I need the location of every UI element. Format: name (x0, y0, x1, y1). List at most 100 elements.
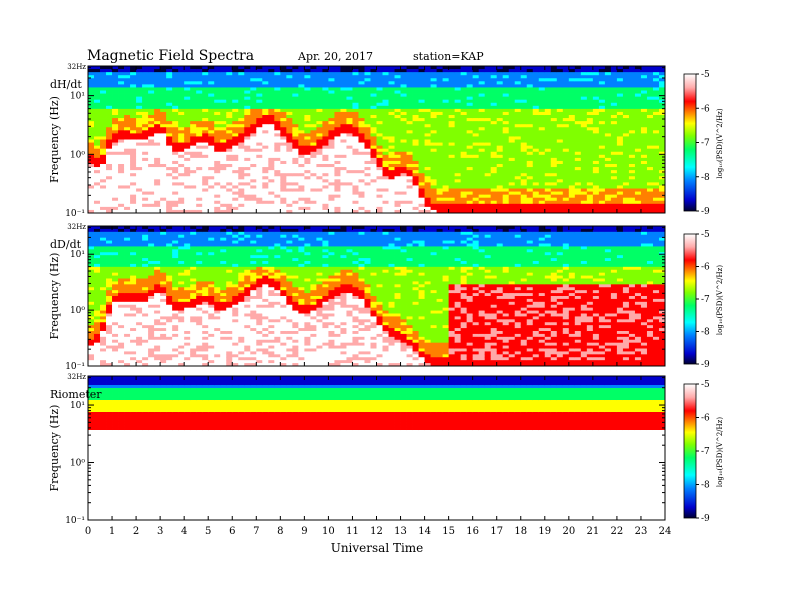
heatmap-cell (652, 191, 660, 196)
heatmap-cell (436, 185, 444, 189)
heatmap-cell (466, 84, 474, 88)
heatmap-cell (646, 194, 654, 199)
heatmap-cell (100, 298, 107, 303)
heatmap-cell (364, 66, 371, 70)
heatmap-cell (634, 90, 642, 94)
heatmap-cell (538, 66, 546, 70)
heatmap-cell (286, 75, 293, 79)
heatmap-cell (148, 118, 155, 122)
heatmap-cell (100, 75, 107, 79)
heatmap-cell (256, 102, 263, 107)
heatmap-cell (214, 81, 221, 85)
heatmap-cell (400, 145, 407, 150)
heatmap-cell (652, 179, 660, 183)
heatmap-cell (430, 164, 437, 168)
heatmap-cell (220, 118, 227, 122)
heatmap-cell (580, 154, 588, 159)
heatmap-cell (394, 170, 401, 174)
heatmap-cell (406, 69, 413, 73)
heatmap-cell (430, 194, 437, 199)
heatmap-cell (490, 157, 498, 162)
heatmap-cell (94, 360, 101, 364)
heatmap-cell (472, 75, 480, 79)
heatmap-cell (106, 336, 113, 341)
heatmap-cell (448, 209, 456, 214)
heatmap-cell (226, 72, 233, 76)
heatmap-cell (400, 105, 407, 110)
heatmap-cell (448, 154, 456, 159)
heatmap-cell (382, 81, 389, 85)
heatmap-cell (592, 154, 600, 159)
heatmap-cell (532, 160, 540, 165)
heatmap-cell (136, 145, 143, 150)
heatmap-cell (214, 182, 221, 186)
heatmap-cell (226, 206, 233, 211)
heatmap-cell (514, 133, 522, 137)
heatmap-cell (220, 173, 227, 177)
heatmap-cell (280, 66, 287, 70)
heatmap-cell (544, 81, 552, 85)
heatmap-cell (394, 118, 401, 122)
heatmap-cell (544, 121, 552, 125)
heatmap-cell (370, 185, 377, 189)
heatmap-cell (592, 127, 600, 131)
heatmap-cell (310, 133, 317, 137)
heatmap-cell (508, 160, 516, 165)
heatmap-cell (106, 275, 113, 279)
heatmap-cell (292, 209, 299, 214)
heatmap-cell (478, 72, 486, 76)
heatmap-cell (94, 336, 101, 341)
heatmap-cell (568, 118, 576, 122)
heatmap-cell (136, 194, 143, 199)
heatmap-cell (610, 118, 618, 122)
heatmap-cell (256, 157, 263, 162)
heatmap-cell (208, 164, 215, 168)
heatmap-cell (628, 182, 636, 186)
heatmap-cell (244, 124, 251, 128)
heatmap-cell (250, 84, 257, 88)
heatmap-cell (136, 78, 143, 82)
heatmap-cell (94, 284, 101, 288)
heatmap-cell (382, 185, 389, 189)
heatmap-cell (448, 136, 456, 140)
heatmap-cell (538, 142, 546, 147)
heatmap-cell (256, 81, 263, 85)
heatmap-cell (634, 176, 642, 180)
heatmap-cell (214, 93, 221, 98)
heatmap-cell (298, 194, 305, 199)
heatmap-cell (370, 191, 377, 196)
heatmap-cell (112, 200, 119, 205)
heatmap-cell (526, 206, 534, 211)
heatmap-cell (292, 75, 299, 79)
heatmap-cell (142, 99, 149, 104)
heatmap-cell (352, 142, 359, 147)
heatmap-cell (484, 127, 492, 131)
heatmap-cell (94, 313, 101, 317)
heatmap-cell (592, 148, 600, 153)
heatmap-cell (124, 133, 131, 137)
heatmap-cell (364, 115, 371, 119)
heatmap-cell (88, 240, 95, 244)
heatmap-cell (304, 209, 311, 214)
heatmap-cell (364, 81, 371, 85)
heatmap-cell (334, 185, 341, 189)
heatmap-cell (532, 81, 540, 85)
heatmap-cell (328, 90, 335, 94)
heatmap-cell (532, 111, 540, 116)
heatmap-cell (442, 151, 450, 156)
heatmap-cell (160, 78, 167, 82)
heatmap-cell (214, 87, 221, 91)
heatmap-cell (586, 102, 594, 107)
heatmap-cell (328, 139, 335, 143)
heatmap-cell (274, 167, 281, 171)
heatmap-cell (310, 206, 317, 211)
heatmap-cell (598, 66, 606, 70)
heatmap-cell (316, 72, 323, 76)
heatmap-cell (160, 200, 167, 205)
heatmap-cell (562, 176, 570, 180)
heatmap-cell (94, 179, 101, 183)
heatmap-cell (346, 102, 353, 107)
heatmap-cell (100, 194, 107, 199)
heatmap-cell (316, 200, 323, 205)
heatmap-cell (172, 170, 179, 174)
